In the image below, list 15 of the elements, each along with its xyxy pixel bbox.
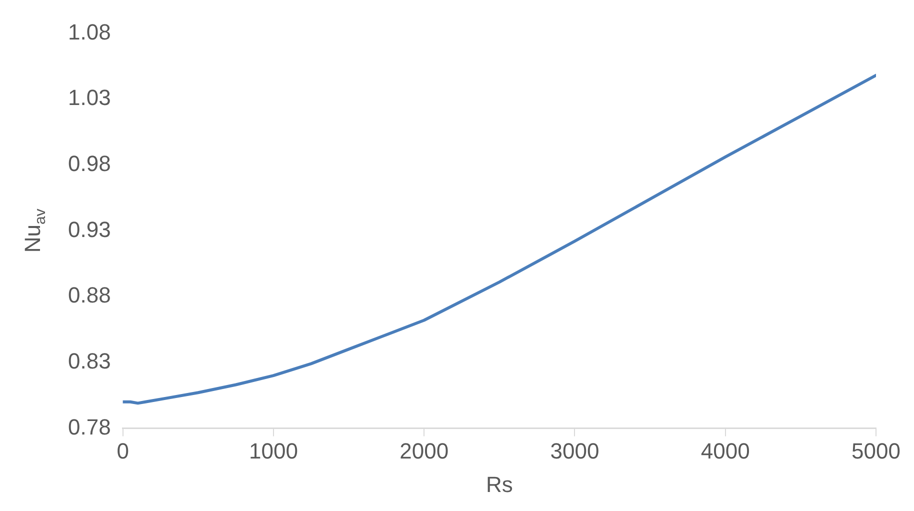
x-tick-label: 1000 (248, 438, 298, 464)
y-tick-label: 1.08 (68, 19, 111, 44)
x-tick-label: 4000 (700, 438, 750, 464)
x-tick-label: 3000 (550, 438, 600, 464)
y-tick-label: 0.98 (68, 150, 111, 176)
y-tick-label: 0.78 (68, 414, 111, 440)
y-tick-label: 0.83 (68, 348, 111, 374)
y-tick-label: 0.93 (68, 216, 111, 242)
y-axis-title: Nuav (20, 208, 50, 253)
x-axis-title: Rs (486, 472, 513, 497)
y-tick-label: 1.03 (68, 85, 111, 110)
x-tick-label: 0 (116, 438, 129, 464)
y-tick-label: 0.88 (68, 282, 111, 308)
x-tick-label: 2000 (400, 438, 449, 464)
x-tick-label: 5000 (852, 438, 900, 464)
